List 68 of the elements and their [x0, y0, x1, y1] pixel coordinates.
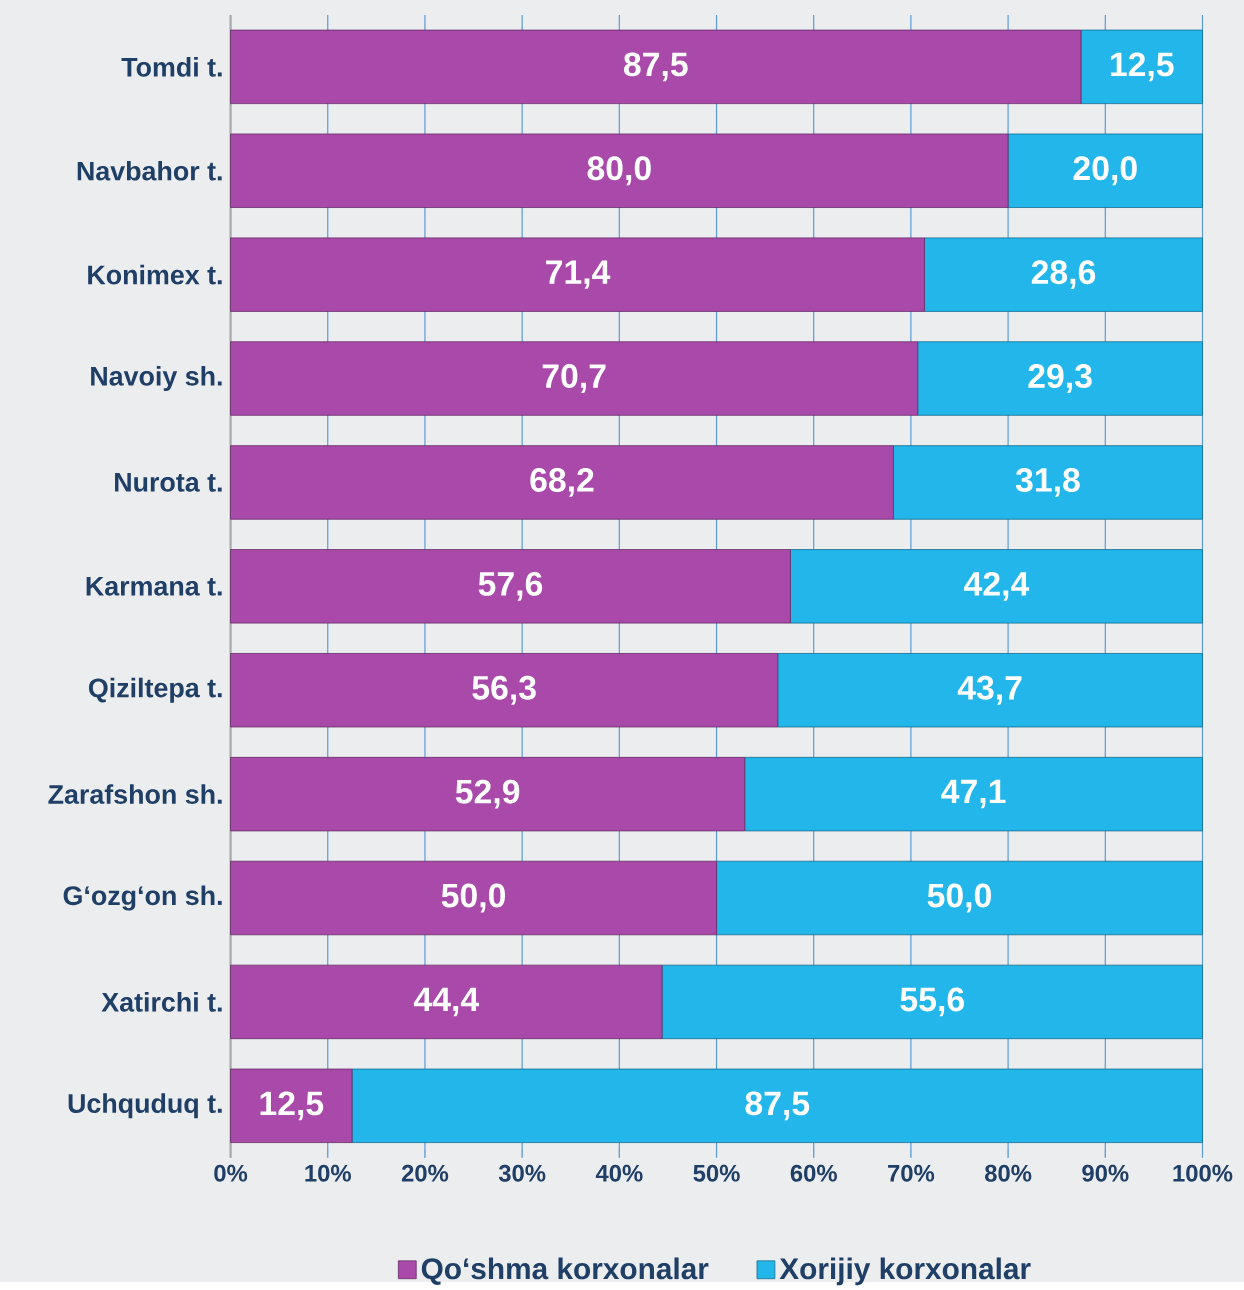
y-tick-label: Tomdi t. [121, 56, 222, 77]
data-label: 43,7 [957, 675, 1022, 705]
data-label: 71,4 [546, 260, 611, 289]
bar [230, 860, 717, 936]
y-tick-label: Konimex t. [88, 264, 222, 285]
data-label: 80,0 [587, 156, 651, 186]
legend-label: Xorijiy korxonalar [779, 1257, 1031, 1286]
x-tick-label: 0% [214, 1164, 248, 1182]
x-tick-label: 70% [887, 1164, 935, 1182]
data-label: 47,1 [941, 779, 1006, 809]
y-tick-label: Navbahor t. [77, 160, 222, 181]
bar [230, 445, 894, 520]
x-tick-label: 30% [498, 1164, 546, 1182]
bar [744, 756, 1203, 832]
x-tick-label: 40% [595, 1164, 643, 1182]
bar [661, 964, 1203, 1040]
data-label: 12,5 [260, 1091, 324, 1121]
data-label: 70,7 [542, 364, 606, 393]
data-label: 50,0 [927, 883, 991, 913]
data-label: 55,6 [900, 987, 964, 1017]
bar [230, 964, 663, 1040]
data-label: 12,5 [1110, 52, 1174, 82]
y-tick-label: Karmana t. [86, 576, 222, 596]
bar [351, 1068, 1203, 1143]
x-tick-label: 100% [1173, 1164, 1233, 1182]
bar [1080, 29, 1203, 105]
data-label: 31,8 [1015, 468, 1080, 497]
y-tick-label: Nurota t. [114, 473, 222, 492]
data-label: 42,4 [963, 571, 1030, 601]
x-tick-label: 60% [790, 1164, 837, 1182]
bar [917, 341, 1203, 416]
bar [1007, 133, 1203, 208]
bar [230, 29, 1082, 105]
x-tick-label: 90% [1082, 1164, 1129, 1182]
y-tick-label: Uchquduq t. [68, 1093, 222, 1119]
y-tick-label: Navoiy sh. [91, 366, 222, 392]
y-tick-label: G‘ozg‘on sh. [63, 885, 222, 911]
legend-label: Qo‘shma korxonalar [421, 1257, 709, 1285]
data-label: 56,3 [472, 675, 536, 705]
bar [230, 1068, 353, 1143]
y-tick-label: Zarafshon sh. [48, 784, 222, 804]
bar [230, 549, 791, 624]
x-tick-label: 80% [984, 1164, 1032, 1182]
y-tick-label: Qiziltepa t. [88, 677, 222, 703]
bar [716, 860, 1203, 936]
data-label: 29,3 [1028, 364, 1092, 393]
y-tick-label: Xatirchi t. [101, 992, 222, 1012]
bar [777, 653, 1203, 728]
data-label: 28,6 [1031, 260, 1096, 290]
bar [230, 237, 925, 312]
bar [924, 237, 1203, 312]
bar [892, 445, 1203, 520]
data-label: 57,6 [478, 571, 543, 601]
x-tick-label: 10% [305, 1164, 351, 1182]
data-label: 50,0 [441, 883, 505, 913]
data-label: 87,5 [745, 1091, 810, 1121]
bar [230, 133, 1009, 208]
bar [230, 341, 919, 416]
data-label: 68,2 [530, 468, 594, 497]
x-tick-label: 20% [401, 1164, 449, 1182]
data-label: 44,4 [413, 987, 479, 1017]
data-label: 20,0 [1073, 156, 1137, 186]
data-label: 52,9 [455, 779, 520, 809]
bar [789, 549, 1203, 624]
bar [230, 653, 779, 728]
x-tick-label: 50% [693, 1164, 740, 1182]
bar [230, 756, 746, 832]
data-label: 87,5 [623, 52, 688, 82]
